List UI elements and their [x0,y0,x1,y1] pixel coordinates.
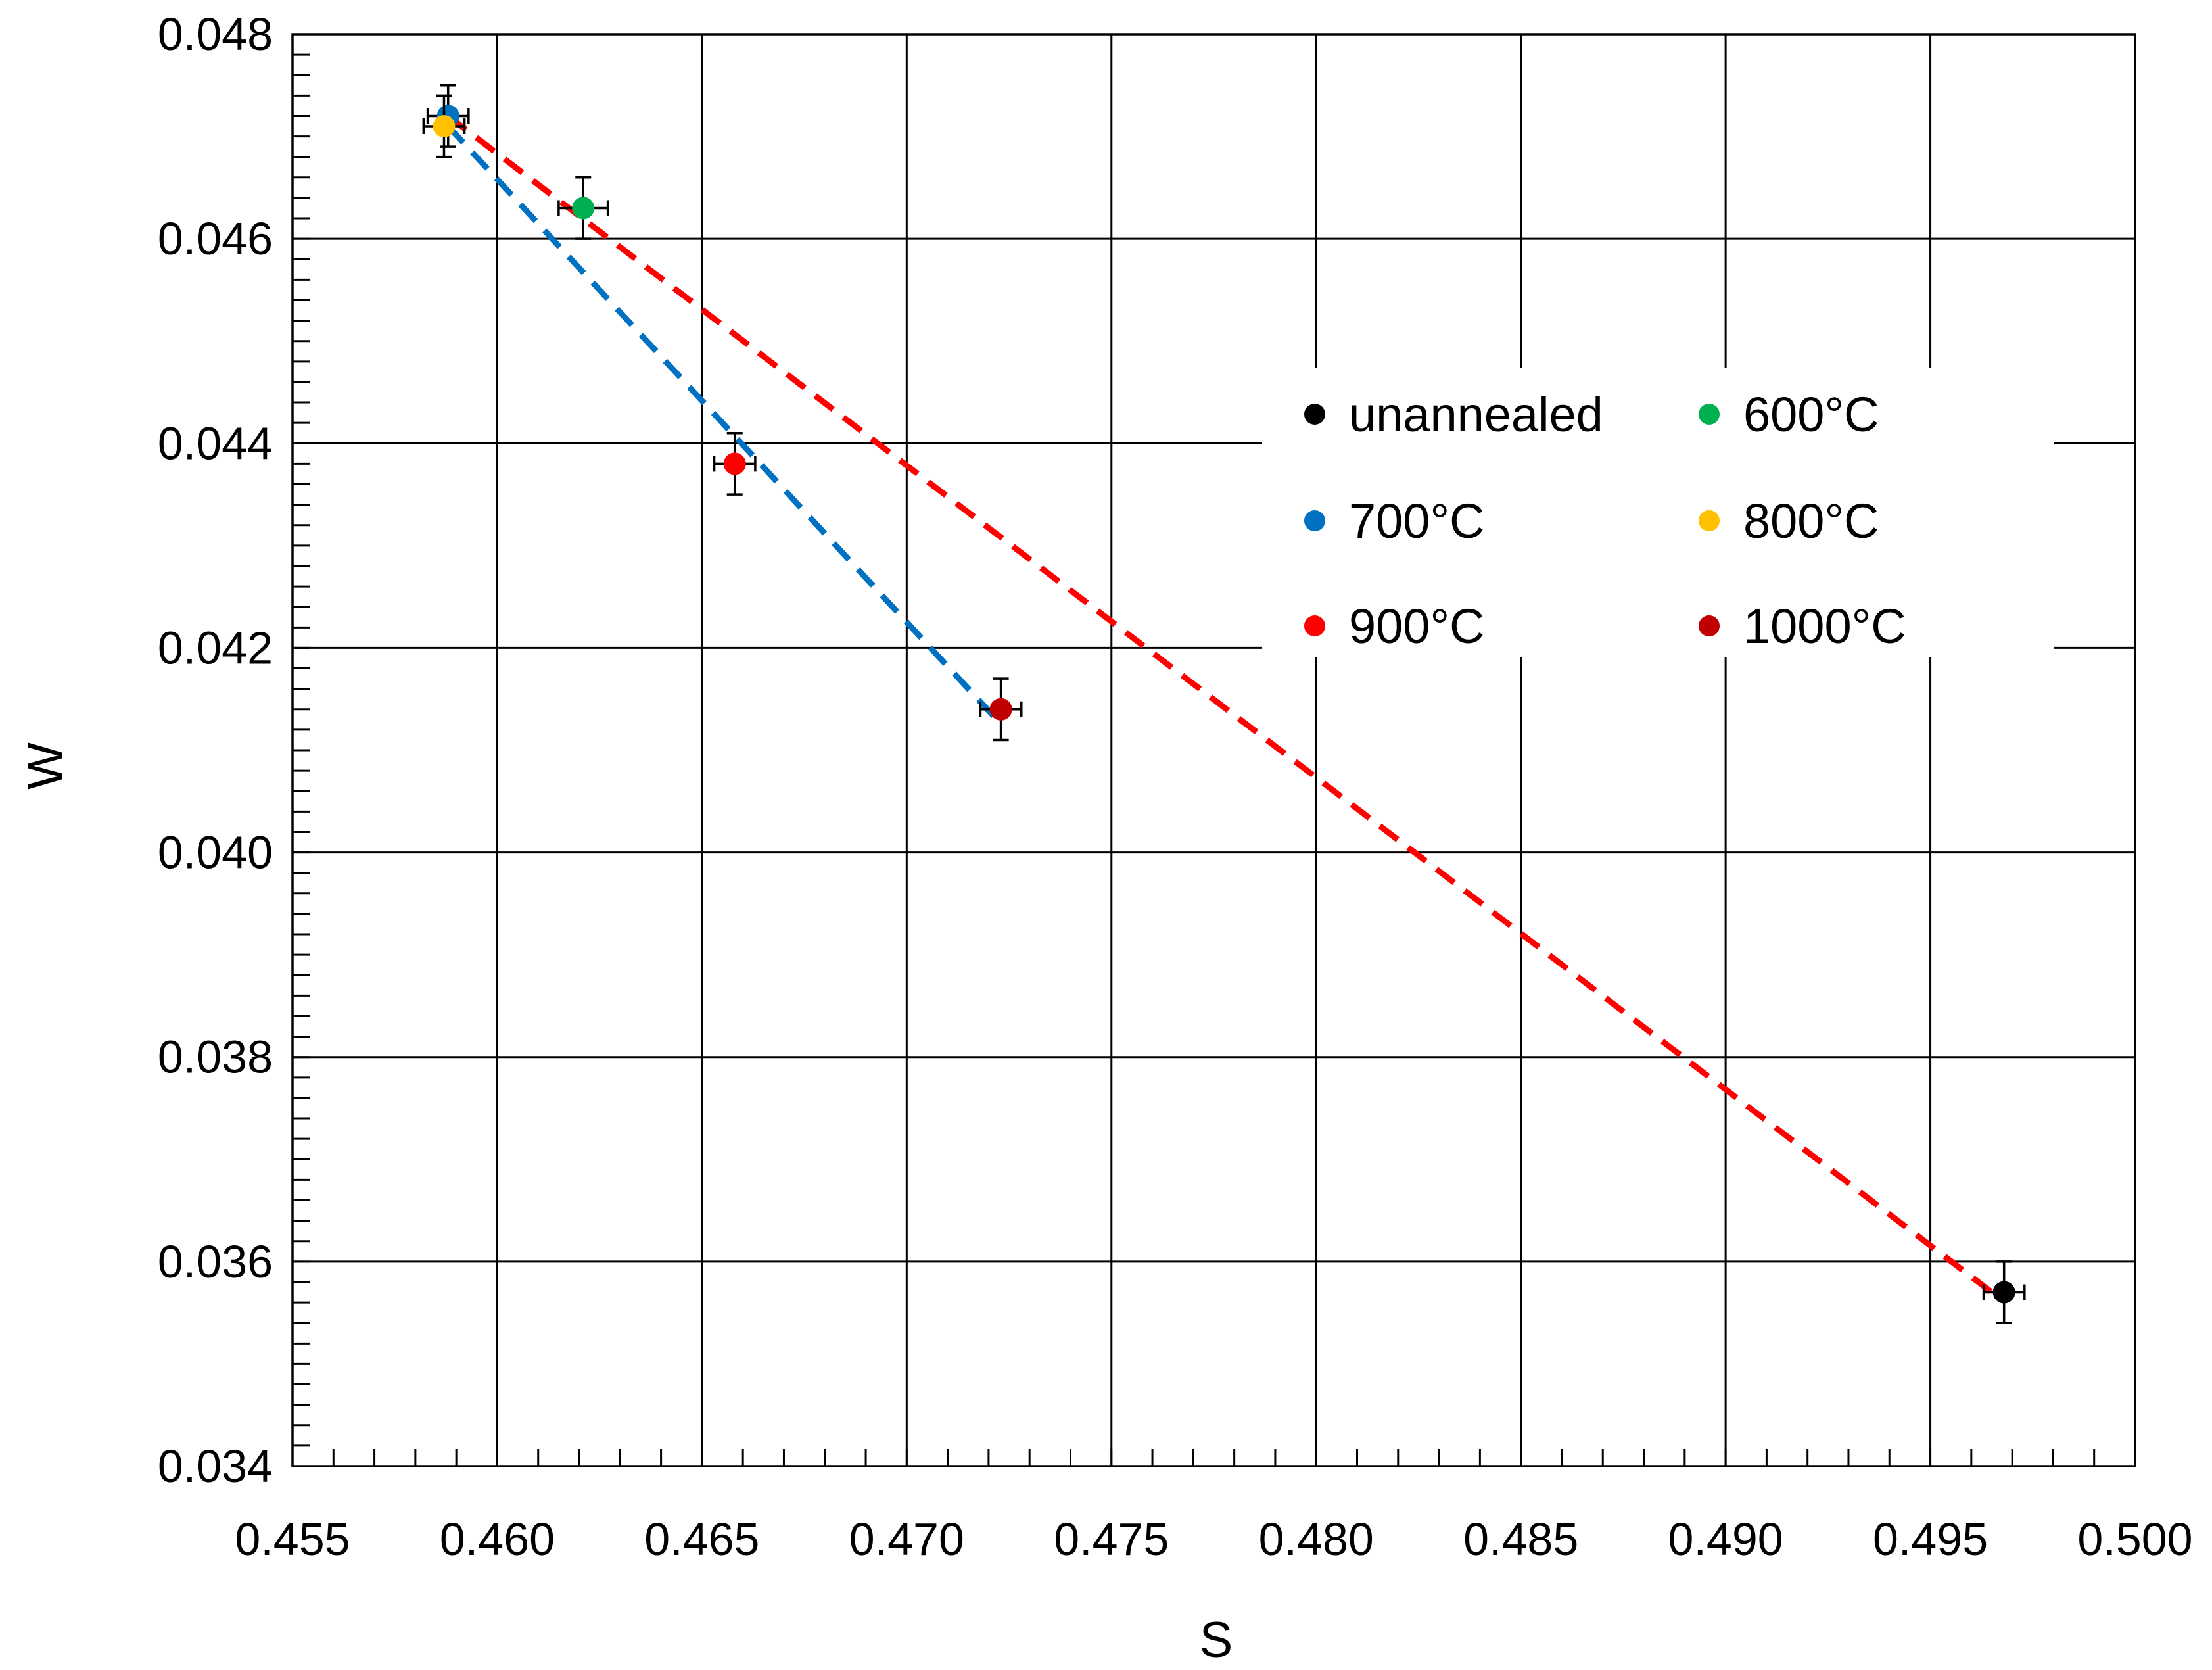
x-tick-label: 0.465 [644,1514,759,1565]
legend: unannealed 600°C 700°C 800°C 900°C 1000°C [1262,368,2054,657]
y-tick-label: 0.042 [158,622,273,673]
x-tick-label: 0.500 [2077,1514,2192,1565]
x-tick-label: 0.470 [849,1514,964,1565]
minor-ticks [293,53,2096,1466]
point-unannealed [1992,1281,2015,1304]
x-tick-label: 0.485 [1463,1514,1578,1565]
y-tick-label: 0.038 [158,1032,273,1083]
legend-marker-700c [1304,510,1325,531]
red-dashed-trend [446,113,1994,1295]
y-tick-labels: 0.034 0.036 0.038 0.040 0.042 0.044 0.046 0.048 [158,9,273,1492]
legend-marker-unannealed [1304,404,1325,425]
data-points [422,84,2026,1324]
x-axis-label: S [1200,1612,1233,1668]
point-800c [433,115,456,138]
x-tick-label: 0.455 [235,1514,350,1565]
point-900c [723,452,746,475]
x-tick-labels: 0.455 0.460 0.465 0.470 0.475 0.480 0.485 0.490… [235,1514,2192,1565]
legend-marker-1000c [1699,615,1720,636]
plot-border [291,33,2136,1467]
legend-background [1262,368,2054,657]
legend-label-unannealed: unannealed [1349,387,1603,442]
legend-label-800c: 800°C [1743,494,1879,548]
y-tick-label: 0.040 [158,827,273,878]
x-tick-label: 0.475 [1054,1514,1169,1565]
blue-dashed-trend [446,124,999,722]
legend-label-1000c: 1000°C [1743,599,1906,654]
y-tick-label: 0.044 [158,418,273,469]
legend-marker-600c [1699,404,1720,425]
legend-marker-800c [1699,510,1720,531]
y-tick-label: 0.046 [158,213,273,264]
x-tick-label: 0.495 [1873,1514,1988,1565]
x-tick-label: 0.460 [440,1514,555,1565]
point-600c [572,197,595,220]
point-1000c [989,698,1012,721]
legend-label-700c: 700°C [1349,494,1485,548]
legend-label-600c: 600°C [1743,387,1879,442]
y-axis-label: W [18,742,74,790]
legend-label-900c: 900°C [1349,599,1485,654]
legend-marker-900c [1304,615,1325,636]
y-tick-label: 0.036 [158,1236,273,1287]
trend-lines [446,113,1994,1295]
y-tick-label: 0.048 [158,9,273,60]
x-tick-label: 0.480 [1259,1514,1374,1565]
y-tick-label: 0.034 [158,1441,273,1492]
x-tick-label: 0.490 [1668,1514,1783,1565]
